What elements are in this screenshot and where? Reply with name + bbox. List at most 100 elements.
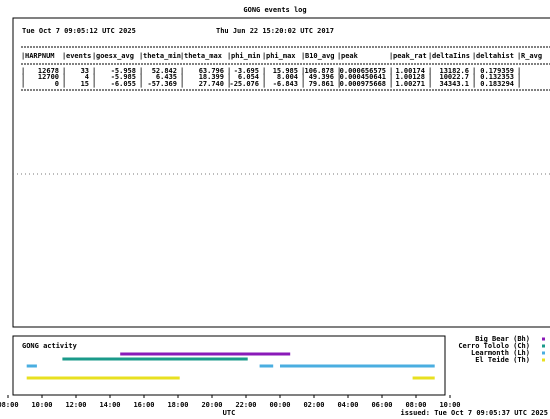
table-cell: -57.369 — [147, 80, 177, 88]
column-header: phi_min — [231, 52, 261, 60]
table-cell: 1.00128 — [395, 73, 425, 81]
table-cell: 27.740 — [199, 80, 224, 88]
x-tick-label: 18:00 — [167, 401, 188, 409]
column-header: deltaIins — [432, 52, 470, 60]
table-cell: 0.183294 — [480, 80, 514, 88]
x-tick-label: 12:00 — [65, 401, 86, 409]
cell-separator: | — [180, 73, 184, 82]
cell-separator: | — [517, 52, 521, 61]
cell-separator: | — [301, 52, 305, 61]
x-tick-label: 22:00 — [235, 401, 256, 409]
cell-separator: | — [92, 67, 96, 76]
table-cell: 49.396 — [309, 73, 334, 81]
cell-separator: | — [139, 80, 143, 89]
table-cell: 0 — [55, 80, 59, 88]
cell-separator: | — [21, 73, 25, 82]
activity-panel — [12, 335, 446, 396]
cell-separator: | — [262, 80, 266, 89]
cell-separator: | — [389, 67, 393, 76]
column-header: deltahist — [476, 52, 514, 60]
table-cell: -25.076 — [229, 80, 259, 88]
cell-separator: | — [21, 67, 25, 76]
column-header: theta_max — [184, 52, 223, 60]
cell-separator: | — [262, 73, 266, 82]
cell-separator: | — [139, 52, 143, 61]
cell-separator: | — [180, 67, 184, 76]
cell-separator: | — [428, 67, 432, 76]
x-tick-label: 04:00 — [337, 401, 358, 409]
activity-bar — [120, 352, 291, 356]
cell-separator: | — [517, 67, 521, 76]
x-tick-label: 10:00 — [439, 401, 460, 409]
cell-separator: | — [227, 80, 231, 89]
column-header: events — [66, 52, 91, 60]
cell-separator: | — [262, 67, 266, 76]
cell-separator: | — [21, 80, 25, 89]
cell-separator: | — [227, 67, 231, 76]
column-header: peak_rat — [393, 52, 427, 60]
activity-bar — [412, 376, 435, 380]
x-axis-label: UTC — [223, 409, 236, 417]
cell-separator: | — [21, 52, 25, 61]
cell-separator: | — [301, 67, 305, 76]
cell-separator: | — [62, 52, 66, 61]
table-cell: 12678 — [38, 67, 59, 75]
cell-separator: | — [517, 80, 521, 89]
table-cell: 18.399 — [199, 73, 224, 81]
cell-separator: | — [62, 67, 66, 76]
legend-swatch — [542, 358, 545, 362]
table-cell: -6.055 — [111, 80, 136, 88]
cell-separator: | — [337, 73, 341, 82]
column-header: B10_avg — [305, 52, 335, 60]
cell-separator: | — [301, 80, 305, 89]
x-tick-label: 02:00 — [303, 401, 324, 409]
table-cell: 13182.6 — [439, 67, 469, 75]
x-tick-label: 14:00 — [99, 401, 120, 409]
issued-text: issued: Tue Oct 7 09:05:37 UTC 2025 — [400, 409, 548, 417]
events-panel — [12, 17, 550, 328]
column-header: phi_max — [266, 52, 296, 60]
cell-separator: | — [337, 52, 341, 61]
cell-separator: | — [62, 73, 66, 82]
cell-separator: | — [262, 52, 266, 61]
table-cell: 79.861 — [309, 80, 334, 88]
cell-separator: | — [389, 52, 393, 61]
table-cell: 0.000450641 — [340, 73, 386, 81]
table-cell: 33 — [81, 67, 89, 75]
table-cell: 1.00271 — [395, 80, 425, 88]
activity-bar — [26, 376, 180, 380]
x-tick-label: 00:00 — [269, 401, 290, 409]
table-cell: 34343.1 — [439, 80, 469, 88]
cell-separator: | — [180, 80, 184, 89]
cell-separator: | — [92, 52, 96, 61]
cell-separator: | — [139, 67, 143, 76]
column-header: R_avg — [521, 52, 542, 60]
x-tick-label: 08:00 — [405, 401, 426, 409]
cell-separator: | — [92, 80, 96, 89]
x-tick-label: 08:00 — [0, 401, 19, 409]
cell-separator: | — [428, 73, 432, 82]
table-cell: 0.132353 — [480, 73, 514, 81]
cell-separator: | — [227, 73, 231, 82]
table-cell: -5.958 — [111, 67, 136, 75]
table-cell: -3.695 — [234, 67, 259, 75]
table-cell: -5.985 — [111, 73, 136, 81]
cell-separator: | — [180, 52, 184, 61]
table-cell: 15.985 — [273, 67, 298, 75]
legend-label: Big Bear (Bh) — [475, 335, 530, 343]
activity-bar — [62, 357, 248, 361]
column-header: peak — [341, 52, 359, 60]
cell-separator: | — [92, 73, 96, 82]
center-date: Thu Jun 22 15:20:02 UTC 2017 — [216, 27, 334, 35]
cell-separator: | — [517, 73, 521, 82]
cell-separator: | — [428, 52, 432, 61]
cell-separator: | — [428, 80, 432, 89]
cell-separator: | — [301, 73, 305, 82]
activity-bar — [259, 364, 274, 368]
table-cell: 12700 — [38, 73, 59, 81]
legend-swatch — [542, 351, 545, 355]
table-cell: 8.004 — [277, 73, 298, 81]
column-header: theta_min — [143, 52, 181, 60]
cell-separator: | — [139, 73, 143, 82]
x-tick-label: 06:00 — [371, 401, 392, 409]
